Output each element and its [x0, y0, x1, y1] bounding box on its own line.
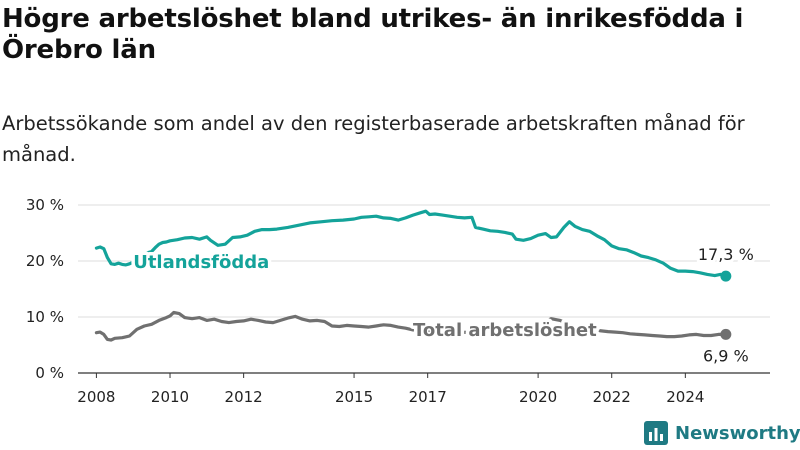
end-value-label: 17,3 %	[698, 245, 754, 264]
series-name-label: Utlandsfödda	[133, 252, 269, 273]
end-point	[720, 270, 732, 282]
series-lines	[94, 209, 732, 342]
series-labels: Utlandsfödda 17,3 % Total arbetslöshet 6,9 …	[130, 242, 757, 368]
brand-name: Newsworthy	[675, 422, 800, 444]
series-line	[94, 209, 728, 278]
brand-logo: Newsworthy	[644, 418, 800, 448]
x-axis: 2008 2010 2012 2015 2017 2020 2022 2024	[77, 373, 704, 406]
bar-chart-logo-icon	[644, 421, 668, 445]
chart-title: Högre arbetslöshet bland utrikes- än inr…	[2, 4, 744, 65]
chart-grid	[78, 204, 770, 374]
x-tick-label: 2017	[409, 388, 447, 406]
y-tick-label: 0 %	[35, 364, 64, 382]
y-axis: 0 % 10 % 20 % 30 %	[26, 196, 64, 382]
x-tick-label: 2024	[666, 388, 704, 406]
x-tick-label: 2010	[151, 388, 189, 406]
end-value-label: 6,9 %	[703, 346, 749, 365]
chart-subtitle: Arbetssökande som andel av den registerb…	[2, 112, 745, 166]
end-point	[720, 328, 732, 340]
line-chart: 2008 2010 2012 2015 2017 2020 2022 2024 0 % 10 %…	[26, 196, 770, 406]
series-line	[94, 310, 728, 342]
series-name-label: Total arbetslöshet	[413, 320, 597, 341]
x-tick-label: 2015	[335, 388, 373, 406]
y-tick-label: 20 %	[26, 252, 64, 270]
x-tick-label: 2012	[225, 388, 263, 406]
y-tick-label: 10 %	[26, 308, 64, 326]
x-tick-label: 2020	[519, 388, 557, 406]
y-tick-label: 30 %	[26, 196, 64, 214]
x-tick-label: 2008	[77, 388, 115, 406]
x-tick-label: 2022	[593, 388, 631, 406]
